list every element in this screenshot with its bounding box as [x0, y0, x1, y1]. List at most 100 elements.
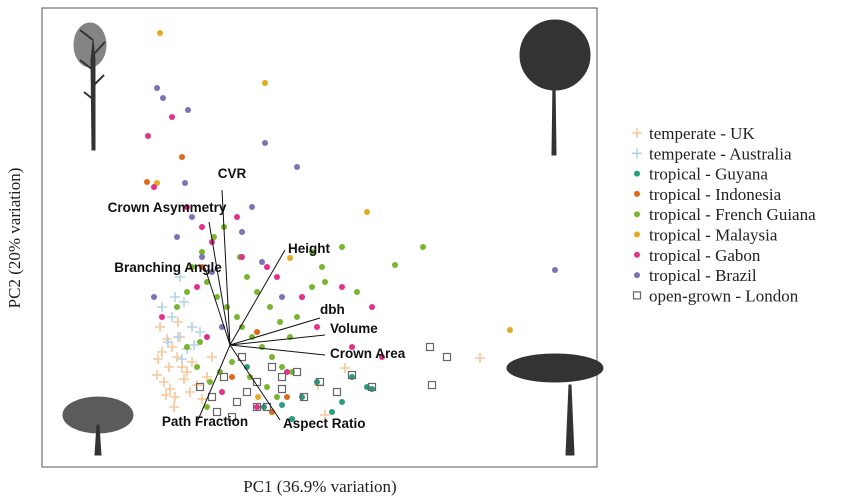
point — [224, 304, 230, 310]
point — [299, 394, 305, 400]
loading-arrow — [197, 344, 231, 421]
point — [247, 374, 253, 380]
point — [207, 352, 217, 362]
tree-icon — [506, 353, 604, 383]
point — [179, 297, 189, 307]
legend-label: tropical - French Guiana — [649, 205, 816, 224]
point — [425, 342, 435, 352]
loading-label: Height — [288, 241, 331, 256]
legend-label: temperate - UK — [649, 124, 755, 143]
point — [255, 394, 261, 400]
point — [634, 211, 640, 218]
point — [174, 234, 180, 240]
tree-icon — [565, 384, 575, 456]
point — [159, 377, 169, 387]
point — [204, 404, 210, 410]
point — [239, 324, 245, 330]
point — [259, 259, 265, 265]
point — [322, 279, 328, 285]
point — [294, 314, 300, 320]
point — [239, 229, 245, 235]
point — [254, 404, 260, 410]
loading-arrow — [229, 334, 326, 346]
point — [209, 269, 215, 275]
point — [277, 319, 283, 325]
loading-arrow — [221, 189, 231, 346]
point — [244, 274, 250, 280]
point — [632, 128, 642, 138]
point — [194, 364, 200, 370]
point — [289, 416, 295, 422]
point — [634, 251, 640, 258]
point — [274, 394, 280, 400]
point — [187, 322, 197, 332]
point — [349, 374, 355, 380]
point — [442, 352, 452, 362]
point — [175, 272, 185, 282]
point — [189, 264, 195, 270]
point — [214, 294, 220, 300]
point — [292, 367, 302, 377]
loading-label: CVR — [218, 166, 247, 181]
point — [145, 133, 151, 139]
point — [159, 314, 165, 320]
point — [552, 267, 558, 273]
point — [329, 409, 335, 415]
point — [211, 234, 217, 240]
point — [204, 334, 210, 340]
point — [420, 244, 426, 250]
point — [234, 314, 240, 320]
point — [277, 384, 287, 394]
point — [207, 379, 213, 385]
point — [340, 363, 350, 373]
loading-label: Crown Area — [330, 346, 406, 361]
point — [299, 392, 309, 402]
point — [232, 397, 242, 407]
tree-icon — [73, 22, 107, 68]
tree-icon — [62, 396, 134, 434]
point — [267, 304, 273, 310]
point — [152, 370, 162, 380]
point — [279, 402, 285, 408]
point — [182, 180, 188, 186]
point — [161, 390, 171, 400]
legend-label: tropical - Indonesia — [649, 185, 782, 204]
point — [379, 354, 385, 360]
point — [187, 357, 197, 367]
point — [195, 327, 205, 337]
point — [160, 95, 166, 101]
loading-label: Crown Asymmetry — [108, 200, 227, 215]
loading-arrow — [229, 317, 321, 346]
loading-label: Aspect Ratio — [283, 416, 366, 431]
point — [279, 294, 285, 300]
point — [339, 399, 345, 405]
y-axis-label: PC2 (20% variation) — [5, 168, 24, 309]
x-axis-label: PC1 (36.9% variation) — [243, 477, 396, 496]
point — [634, 170, 640, 177]
point — [284, 369, 290, 375]
point — [219, 389, 225, 395]
point — [369, 304, 375, 310]
point — [185, 107, 191, 113]
point — [154, 85, 160, 91]
point — [204, 279, 210, 285]
point — [151, 294, 157, 300]
point — [299, 294, 305, 300]
point — [169, 114, 175, 120]
point — [267, 362, 277, 372]
point — [165, 384, 175, 394]
point — [207, 392, 217, 402]
point — [274, 274, 280, 280]
plot-frame — [41, 7, 598, 468]
tree-icon — [551, 79, 557, 156]
point — [173, 317, 183, 327]
point — [315, 377, 325, 387]
loading-label: Path Fraction — [162, 414, 248, 429]
point — [229, 359, 235, 365]
point — [219, 372, 229, 382]
point — [287, 255, 293, 261]
point — [157, 302, 167, 312]
point — [634, 190, 640, 197]
point — [354, 289, 360, 295]
